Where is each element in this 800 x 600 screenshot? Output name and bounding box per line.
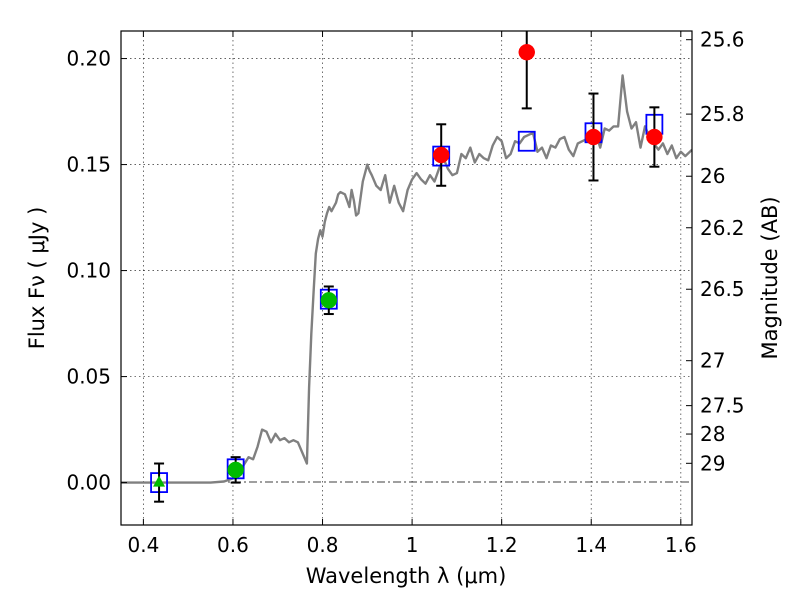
plot-frame: [120, 30, 693, 526]
y-tick-label: 0.05: [66, 365, 111, 389]
y-tick-label: 0.20: [66, 47, 111, 71]
model-photometry-square: [517, 130, 536, 152]
template-spectrum-line: [121, 74, 692, 484]
magnitude-tick-label: 27.5: [700, 394, 745, 418]
y-axis-label: Flux Fν ( μJy ): [25, 207, 49, 350]
series-2: [432, 31, 663, 187]
x-axis: 0.4 0.6 0.8 1 1.2 1.4 1.6: [127, 31, 697, 557]
x-tick-label: 1.6: [665, 533, 697, 557]
magnitude-axis: 25.6 25.8 26 26.2 26.5 27 27.5 28 29: [686, 28, 745, 475]
magnitude-tick-label: 28: [700, 422, 725, 446]
series-3: [227, 285, 338, 484]
magnitude-tick-label: 29: [700, 451, 725, 475]
magnitude-tick-label: 26: [700, 164, 725, 188]
series-0: [121, 74, 692, 484]
magnitude-axis-label: Magnitude (AB): [758, 196, 782, 359]
y-tick-label: 0.00: [66, 471, 111, 495]
observed-flux-point: [320, 292, 338, 309]
x-tick-label: 1.4: [575, 533, 607, 557]
y-tick-label: 0.15: [66, 153, 111, 177]
magnitude-tick-label: 26.2: [700, 216, 745, 240]
observed-flux-point: [646, 128, 663, 146]
x-tick-label: 0.4: [127, 533, 159, 557]
grid: [121, 31, 692, 525]
observed-flux-point: [227, 461, 244, 479]
observed-flux-point: [432, 146, 450, 164]
magnitude-tick-label: 25.8: [700, 102, 745, 126]
series-1: [150, 113, 664, 493]
x-tick-label: 1.2: [486, 533, 518, 557]
series-layer: [121, 31, 692, 503]
y-tick-label: 0.10: [66, 259, 111, 283]
magnitude-tick-label: 25.6: [700, 28, 745, 52]
x-tick-label: 0.8: [307, 533, 339, 557]
observed-flux-point: [585, 128, 602, 146]
y-axis: 0.00 0.05 0.10 0.15 0.20: [66, 47, 127, 495]
observed-flux-point: [518, 43, 535, 61]
magnitude-tick-label: 27: [700, 349, 725, 373]
series-4: [153, 462, 166, 503]
x-axis-label: Wavelength λ (μm): [306, 564, 507, 588]
x-tick-label: 1: [406, 533, 419, 557]
observed-flux-triangle: [153, 475, 166, 487]
magnitude-tick-label: 26.5: [700, 277, 745, 301]
x-tick-label: 0.6: [217, 533, 249, 557]
